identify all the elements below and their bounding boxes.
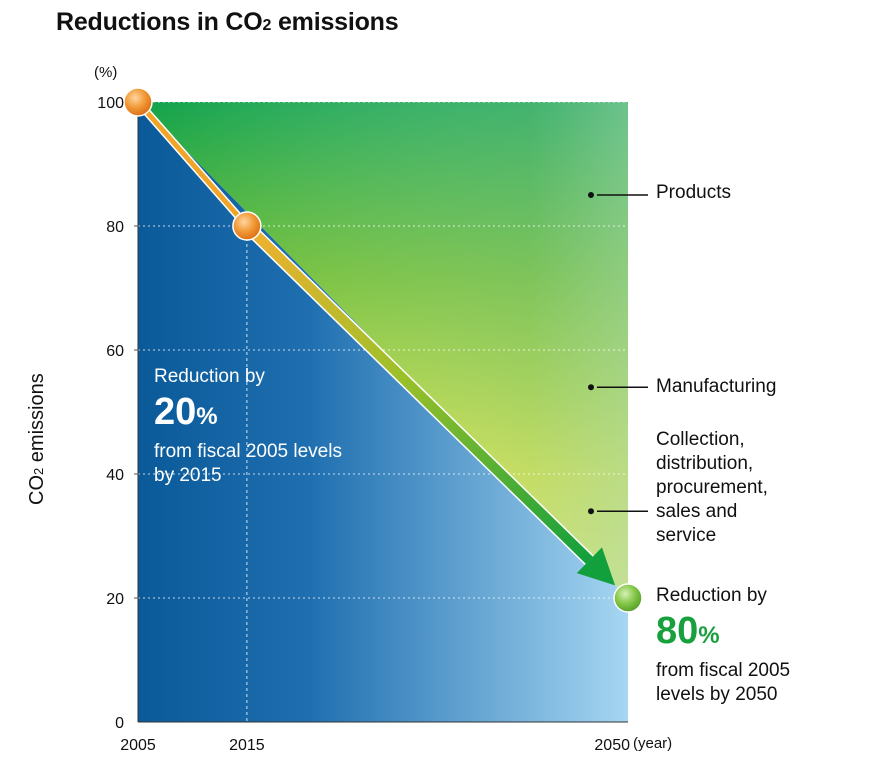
area-remaining-emissions xyxy=(138,102,628,722)
y-tick-label: 20 xyxy=(106,591,124,608)
data-point xyxy=(613,583,643,613)
y-unit-label: (%) xyxy=(94,64,118,81)
y-tick-label: 60 xyxy=(106,343,124,360)
arrow-shaft xyxy=(243,222,593,564)
x-unit-label: (year) xyxy=(633,735,673,752)
x-tick-label: 2015 xyxy=(229,737,265,754)
y-tick-label: 40 xyxy=(106,467,124,484)
legend-collection: Collection, distribution, procurement, s… xyxy=(656,429,768,546)
legend-manufacturing: Manufacturing xyxy=(656,376,777,397)
y-tick-label: 100 xyxy=(97,95,124,112)
annotation-2050: Reduction by 80% from fiscal 2005 levels… xyxy=(656,585,791,705)
y-tick-label: 80 xyxy=(106,219,124,236)
callout-dot xyxy=(588,192,594,198)
legend-products: Products xyxy=(656,182,731,203)
y-axis-label: CO2 emissions xyxy=(26,373,48,505)
callout-dot xyxy=(588,384,594,391)
annotation-2015: Reduction by 20% from fiscal 2005 levels… xyxy=(154,366,342,486)
series-line xyxy=(135,99,250,229)
x-tick-label: 2050 xyxy=(594,737,630,754)
y-tick-label: 0 xyxy=(115,715,124,732)
data-point xyxy=(232,211,262,241)
x-tick-label: 2005 xyxy=(120,737,156,754)
callout-dot xyxy=(588,508,594,515)
data-point xyxy=(123,87,153,117)
arrow-head xyxy=(576,547,616,586)
chart-title: Reductions in CO2 emissions xyxy=(56,8,399,36)
